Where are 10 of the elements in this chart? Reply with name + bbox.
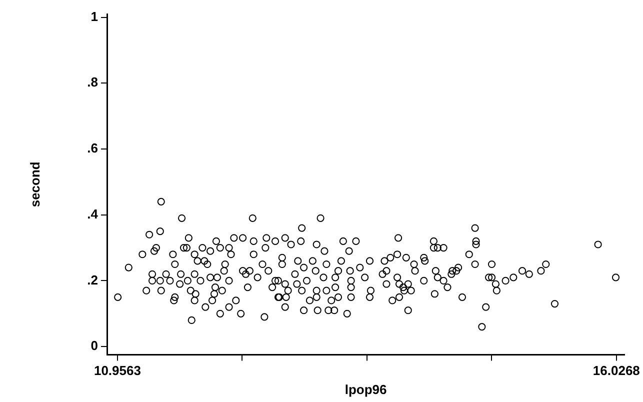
- x-tick-label: 16.0268: [592, 363, 640, 378]
- y-tick-label: .6: [87, 140, 98, 156]
- x-tick-label: 10.9563: [94, 363, 141, 378]
- x-axis-title: lpop96: [344, 382, 387, 397]
- y-tick-label: 0: [90, 338, 98, 354]
- y-tick-label: .2: [87, 272, 98, 288]
- y-axis-title: second: [27, 162, 42, 208]
- y-tick-label: .4: [87, 206, 99, 222]
- y-tick-label: 1: [90, 8, 98, 24]
- y-tick-label: .8: [87, 74, 98, 90]
